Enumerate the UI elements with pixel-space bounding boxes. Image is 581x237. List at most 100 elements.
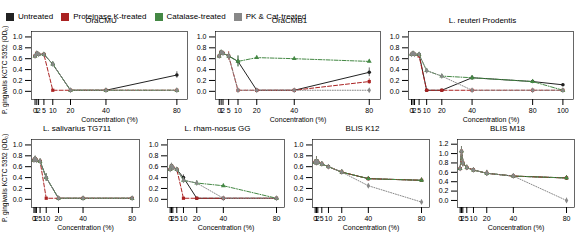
- svg-text:0.4: 0.4: [197, 66, 207, 73]
- html-text:L. rham-nosus GG: L. rham-nosus GG: [184, 124, 251, 133]
- svg-text:Concentration (%): Concentration (%): [270, 116, 326, 124]
- svg-text:5: 5: [42, 107, 46, 114]
- svg-text:0.0: 0.0: [439, 197, 449, 204]
- svg-text:40: 40: [364, 215, 372, 222]
- svg-text:0.8: 0.8: [294, 152, 304, 159]
- svg-text:20: 20: [483, 215, 491, 222]
- svg-text:10: 10: [49, 107, 57, 114]
- svg-text:40: 40: [290, 107, 298, 114]
- svg-text:5: 5: [320, 215, 324, 222]
- svg-text:0.4: 0.4: [13, 174, 23, 181]
- svg-text:0.2: 0.2: [294, 185, 304, 192]
- svg-text:0.0: 0.0: [197, 88, 207, 95]
- svg-text:0.6: 0.6: [390, 55, 400, 62]
- svg-text:0.8: 0.8: [13, 44, 23, 51]
- svg-text:2: 2: [221, 107, 225, 114]
- svg-text:0.0: 0.0: [390, 88, 400, 95]
- svg-text:0.0: 0.0: [294, 196, 304, 203]
- html-text:BLIS M18: BLIS M18: [489, 124, 526, 133]
- html-text:Untreated: Untreated: [18, 12, 54, 21]
- html-text:2 5: 2 5: [34, 215, 42, 223]
- svg-text:40: 40: [219, 215, 227, 222]
- svg-text:5: 5: [465, 215, 469, 222]
- svg-text:10: 10: [325, 215, 333, 222]
- svg-text:0.6: 0.6: [13, 163, 23, 170]
- svg-text:0.4: 0.4: [390, 66, 400, 73]
- svg-text:40: 40: [468, 107, 476, 114]
- svg-text:20: 20: [438, 107, 446, 114]
- svg-text:1.2: 1.2: [439, 140, 449, 147]
- svg-text:0.6: 0.6: [197, 55, 207, 62]
- svg-text:0.6: 0.6: [13, 55, 23, 62]
- svg-text:0.0: 0.0: [13, 88, 23, 95]
- svg-text:10: 10: [470, 215, 478, 222]
- svg-text:0.4: 0.4: [149, 174, 159, 181]
- svg-text:0.2: 0.2: [197, 77, 207, 84]
- svg-text:80: 80: [273, 215, 281, 222]
- svg-text:Concentration (%): Concentration (%): [198, 224, 254, 232]
- svg-text:Concentration (%): Concentration (%): [463, 116, 519, 124]
- svg-text:2: 2: [413, 107, 417, 114]
- svg-text:1.0: 1.0: [439, 150, 449, 157]
- svg-text:0.2: 0.2: [439, 187, 449, 194]
- svg-text:100: 100: [557, 107, 569, 114]
- svg-text:0.4: 0.4: [439, 178, 449, 185]
- svg-text:0.2: 0.2: [13, 185, 23, 192]
- svg-text:10: 10: [42, 215, 50, 222]
- svg-text:Concentration (%): Concentration (%): [488, 224, 544, 232]
- html-text:L. reuteri Prodentis: L. reuteri Prodentis: [448, 16, 517, 25]
- svg-text:0.2: 0.2: [149, 185, 159, 192]
- svg-text:0.0: 0.0: [13, 196, 23, 203]
- svg-text:80: 80: [365, 107, 373, 114]
- svg-text:40: 40: [102, 107, 110, 114]
- html-text:OraCMB1: OraCMB1: [271, 16, 308, 25]
- svg-text:20: 20: [193, 215, 201, 222]
- svg-text:0.8: 0.8: [439, 159, 449, 166]
- svg-text:Concentration (%): Concentration (%): [81, 116, 137, 124]
- svg-text:20: 20: [55, 215, 63, 222]
- svg-text:0.4: 0.4: [13, 66, 23, 73]
- svg-text:0.8: 0.8: [149, 152, 159, 159]
- svg-text:40: 40: [509, 215, 517, 222]
- svg-text:80: 80: [128, 215, 136, 222]
- svg-text:80: 80: [173, 107, 181, 114]
- svg-text:40: 40: [79, 215, 87, 222]
- html-text:Catalase-treated: Catalase-treated: [166, 12, 226, 21]
- svg-text:0.0: 0.0: [149, 196, 159, 203]
- svg-text:20: 20: [338, 215, 346, 222]
- svg-text:1.0: 1.0: [390, 33, 400, 40]
- svg-text:10: 10: [234, 107, 242, 114]
- html-text:L. salivarius TG711: L. salivarius TG711: [42, 124, 112, 133]
- svg-text:0.8: 0.8: [390, 44, 400, 51]
- svg-text:1.0: 1.0: [149, 141, 159, 148]
- svg-text:2: 2: [37, 107, 41, 114]
- svg-text:10: 10: [423, 107, 431, 114]
- svg-text:20: 20: [67, 107, 75, 114]
- html-text:PK & Cat-treated: PK & Cat-treated: [245, 12, 307, 21]
- svg-text:0.6: 0.6: [149, 163, 159, 170]
- svg-text:1.0: 1.0: [294, 141, 304, 148]
- svg-text:5: 5: [227, 107, 231, 114]
- svg-text:80: 80: [529, 107, 537, 114]
- svg-text:5: 5: [175, 215, 179, 222]
- svg-text:1.0: 1.0: [13, 141, 23, 148]
- svg-text:0.2: 0.2: [13, 77, 23, 84]
- svg-text:1.0: 1.0: [13, 33, 23, 40]
- svg-text:5: 5: [417, 107, 421, 114]
- svg-text:0.8: 0.8: [13, 152, 23, 159]
- svg-text:Concentration (%): Concentration (%): [57, 224, 113, 232]
- html-text:BLIS K12: BLIS K12: [345, 124, 380, 133]
- svg-text:0.4: 0.4: [294, 174, 304, 181]
- svg-text:Concentration (%): Concentration (%): [343, 224, 399, 232]
- svg-text:80: 80: [418, 215, 426, 222]
- html-text:Proteinase K-treated: Proteinase K-treated: [73, 12, 147, 21]
- svg-text:0.6: 0.6: [439, 169, 449, 176]
- svg-text:1.0: 1.0: [197, 33, 207, 40]
- svg-text:0.2: 0.2: [390, 77, 400, 84]
- svg-text:80: 80: [563, 215, 571, 222]
- html-text:OraCMU: OraCMU: [85, 16, 117, 25]
- svg-text:20: 20: [253, 107, 261, 114]
- svg-text:0.6: 0.6: [294, 163, 304, 170]
- svg-text:0.8: 0.8: [197, 44, 207, 51]
- svg-text:10: 10: [180, 215, 188, 222]
